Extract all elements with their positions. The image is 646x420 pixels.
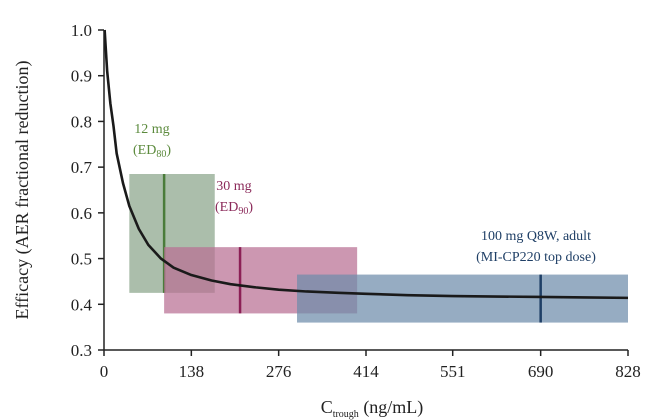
- y-tick-label-1: 0.4: [71, 295, 93, 314]
- x-tick-label-2: 276: [266, 362, 292, 381]
- efficacy-curve: [103, 29, 629, 300]
- y-tick-label-2: 0.5: [71, 250, 92, 269]
- y-tick-label-3: 0.6: [71, 204, 92, 223]
- axes: 0.3 0.4 0.5 0.6 0.7 0.8 0.9 1.0 0 138 276 414 551 690…: [12, 21, 641, 420]
- annotations: 12 mg (ED80) 30 mg (ED90) 100 mg Q8W, adult (…: [133, 122, 596, 265]
- dose-regions: [129, 174, 628, 323]
- y-tick-label-0: 0.3: [71, 341, 92, 360]
- y-tick-label-4: 0.7: [71, 158, 93, 177]
- x-tick-label-6: 828: [615, 362, 641, 381]
- dose-label-0-line-0: 12 mg: [134, 122, 169, 137]
- y-tick-label-5: 0.8: [71, 112, 92, 131]
- x-tick-label-1: 138: [179, 362, 205, 381]
- y-tick-label-7: 1.0: [71, 21, 92, 40]
- y-tick-label-6: 0.9: [71, 67, 92, 86]
- x-axis-title: Ctrough (ng/mL): [321, 397, 424, 420]
- dose-label-2-line-1: (MI-CP220 top dose): [476, 250, 596, 265]
- y-axis-title: Efficacy (AER fractional reduction): [12, 60, 33, 319]
- x-tick-label-3: 414: [353, 362, 379, 381]
- x-tick-label-0: 0: [100, 362, 109, 381]
- dose-label-1-paren: (ED90): [215, 200, 253, 217]
- x-tick-label-4: 551: [440, 362, 466, 381]
- dose-label-1-line-0: 30 mg: [216, 179, 251, 194]
- dose-label-0-paren: (ED80): [133, 143, 171, 160]
- curve-layer: [103, 29, 629, 300]
- x-tick-label-5: 690: [528, 362, 554, 381]
- dose-label-2-line-0: 100 mg Q8W, adult: [481, 229, 591, 244]
